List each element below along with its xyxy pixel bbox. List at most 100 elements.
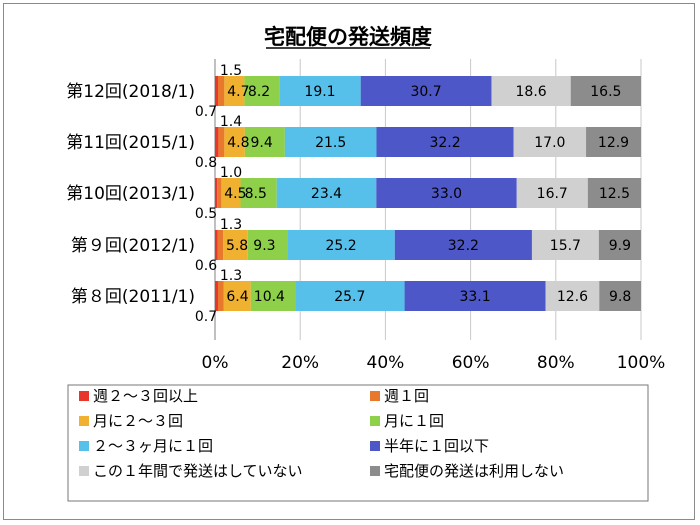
legend-swatch <box>370 441 380 451</box>
x-tick-label: 20% <box>281 353 319 373</box>
bar-segment <box>221 178 241 208</box>
chart-title: 宅配便の発送頻度 <box>264 25 432 49</box>
bar-segment <box>284 127 377 157</box>
data-label: 32.2 <box>448 238 479 254</box>
bars-group <box>215 76 641 311</box>
data-label: 9.3 <box>253 238 275 254</box>
legend-swatch <box>79 416 89 426</box>
x-tick-label: 60% <box>452 353 490 373</box>
bar-segment <box>599 281 641 311</box>
legend-swatch <box>370 391 380 401</box>
data-label: 21.5 <box>315 135 346 151</box>
x-tick-label: 80% <box>537 353 575 373</box>
data-label: 1.3 <box>220 268 242 284</box>
data-label: 25.7 <box>334 289 365 305</box>
data-label: 8.2 <box>248 84 270 100</box>
bar-segment <box>279 76 361 106</box>
legend-label: 週１回 <box>384 387 429 405</box>
bar-segment <box>516 178 588 208</box>
data-label: 19.1 <box>304 84 335 100</box>
bar-segment <box>224 127 245 157</box>
data-label: 25.2 <box>326 238 357 254</box>
bar-segment <box>247 230 288 260</box>
data-label: 8.5 <box>245 186 267 202</box>
category-label: 第10回(2013/1) <box>66 184 195 204</box>
legend-swatch <box>370 466 380 476</box>
data-label: 9.4 <box>251 135 273 151</box>
category-label: 第９回(2012/1) <box>71 236 195 256</box>
bar-segment <box>513 127 587 157</box>
data-label: 17.0 <box>534 135 565 151</box>
data-label: 9.9 <box>609 238 631 254</box>
data-label: 0.7 <box>195 104 217 120</box>
category-label: 第12回(2018/1) <box>66 82 195 102</box>
bar-segment <box>287 230 395 260</box>
bar-segment <box>598 230 641 260</box>
legend-label: この１年間で発送はしていない <box>93 462 303 480</box>
legend-box <box>67 384 649 502</box>
data-label: 4.7 <box>227 84 249 100</box>
data-label: 10.4 <box>254 289 285 305</box>
data-label: 1.5 <box>220 63 242 79</box>
bar-segment <box>531 230 599 260</box>
data-label: 33.1 <box>459 289 490 305</box>
stacked-bar-chart: 宅配便の発送頻度 0.7 1.5 4.78.2 19.1 30.7 18.6 16.5 0.8… <box>66 25 666 502</box>
data-label: 12.5 <box>599 186 630 202</box>
bar-segment <box>223 230 248 260</box>
legend-label: 宅配便の発送は利用しない <box>384 462 564 480</box>
data-label: 1.3 <box>220 217 242 233</box>
chart-frame: 宅配便の発送頻度 0.7 1.5 4.7 8.2 19.1 30.7 18.6 16.5 0.8… <box>3 3 695 520</box>
legend-label: 半年に１回以下 <box>384 437 489 455</box>
bar-segment <box>376 127 514 157</box>
bar-segment <box>217 230 224 260</box>
data-label: 16.7 <box>537 186 568 202</box>
data-label: 0.8 <box>195 155 217 171</box>
data-label: 12.6 <box>557 289 588 305</box>
category-label: 第８回(2011/1) <box>71 287 195 307</box>
data-label: 30.7 <box>410 84 441 100</box>
x-tick-labels-group: 0% 20% 40% 60% 80% 100% <box>202 353 666 373</box>
bar-segment <box>217 178 222 208</box>
bar-segment <box>215 178 218 208</box>
bar-segment <box>545 281 600 311</box>
legend-label: 月に２～３回 <box>93 412 183 430</box>
data-label: 1.4 <box>220 114 242 130</box>
legend-swatch <box>370 416 380 426</box>
bar-segment <box>360 76 492 106</box>
data-label: 1.0 <box>220 165 242 181</box>
legend-swatch <box>79 441 89 451</box>
x-tick-label: 100% <box>617 353 666 373</box>
bar-segment <box>244 76 280 106</box>
legend-swatch <box>79 466 89 476</box>
bar-segment <box>376 178 517 208</box>
data-label: 23.4 <box>311 186 342 202</box>
data-label: 32.2 <box>429 135 460 151</box>
bar-segment <box>295 281 405 311</box>
x-tick-label: 40% <box>367 353 405 373</box>
bar-segment <box>404 281 546 311</box>
bar-segment <box>217 76 225 106</box>
data-label: 9.8 <box>609 289 631 305</box>
bar-segment <box>224 76 245 106</box>
data-label: 12.9 <box>598 135 629 151</box>
data-label: 15.7 <box>550 238 581 254</box>
bar-segment <box>586 127 641 157</box>
category-labels-group: 第12回(2018/1) 第11回(2015/1) 第10回(2013/1) 第９回(… <box>66 82 195 307</box>
bar-segment <box>394 230 532 260</box>
data-label: 4.8 <box>227 135 249 151</box>
bar-segment <box>223 281 251 311</box>
bar-segment <box>240 178 277 208</box>
data-label: 0.5 <box>195 206 217 222</box>
bar-segment <box>215 127 219 157</box>
data-labels-group: 0.7 1.5 4.78.2 19.1 30.7 18.6 16.5 0.8 1.4 4.8 9.4… <box>195 63 631 325</box>
data-label: 4.5 <box>224 186 246 202</box>
bar-segment <box>250 281 296 311</box>
category-label: 第11回(2015/1) <box>66 133 195 153</box>
legend-label: 月に１回 <box>384 412 444 430</box>
bar-segment <box>218 127 225 157</box>
bar-segment <box>570 76 641 106</box>
data-label: 16.5 <box>590 84 621 100</box>
data-label: 6.4 <box>226 289 248 305</box>
bar-segment <box>217 281 224 311</box>
bar-segment <box>587 178 641 208</box>
